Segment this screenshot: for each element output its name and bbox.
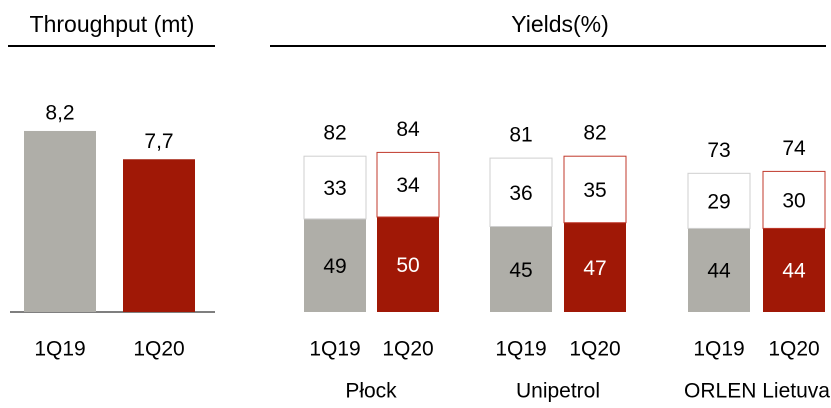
bar-segment: [376, 151, 440, 218]
segment-label: 44: [782, 260, 806, 283]
total-label: 84: [396, 118, 420, 141]
segment-label: 33: [323, 177, 346, 200]
total-label: 81: [509, 124, 532, 147]
x-tick-label: 1Q20: [768, 338, 819, 361]
bar-segment: [303, 155, 367, 220]
segment-label: 44: [707, 260, 731, 283]
bar-segment: [490, 226, 552, 312]
group-label: ORLEN Lietuva: [684, 380, 830, 403]
segment-label: 47: [583, 257, 606, 280]
segment-label: 50: [396, 254, 419, 277]
bar: [24, 130, 96, 312]
segment-label: 36: [509, 182, 532, 205]
value-label: 8,2: [45, 102, 74, 125]
bar-segment: [762, 170, 826, 229]
group-label: Płock: [345, 380, 397, 403]
bar: [123, 159, 195, 312]
value-label: 7,7: [144, 130, 173, 153]
segment-label: 45: [509, 259, 532, 282]
x-tick-label: 1Q19: [309, 338, 360, 361]
bar-segment: [564, 222, 626, 312]
total-label: 82: [323, 122, 346, 145]
bar-segment: [687, 172, 751, 229]
bar-segment: [489, 157, 553, 228]
total-label: 82: [583, 122, 606, 145]
x-tick-label: 1Q19: [495, 338, 546, 361]
segment-label: 30: [782, 189, 805, 212]
bar-segment: [304, 218, 366, 312]
bar-segment: [563, 155, 627, 224]
chart-title: Yields(%): [511, 11, 609, 37]
x-tick-label: 1Q20: [382, 338, 433, 361]
chart-title: Throughput (mt): [30, 11, 195, 37]
segment-label: 34: [396, 174, 420, 197]
segment-label: 35: [583, 179, 606, 202]
x-tick-label: 1Q19: [34, 338, 85, 361]
segment-label: 49: [323, 255, 346, 278]
total-label: 73: [707, 139, 730, 162]
bar-segment: [763, 228, 825, 312]
bar-segment: [688, 228, 750, 312]
group-label: Unipetrol: [516, 380, 600, 403]
x-tick-label: 1Q20: [133, 338, 184, 361]
x-tick-label: 1Q19: [693, 338, 744, 361]
segment-label: 29: [707, 190, 730, 213]
x-tick-label: 1Q20: [569, 338, 620, 361]
total-label: 74: [782, 137, 806, 160]
bar-segment: [377, 217, 439, 312]
